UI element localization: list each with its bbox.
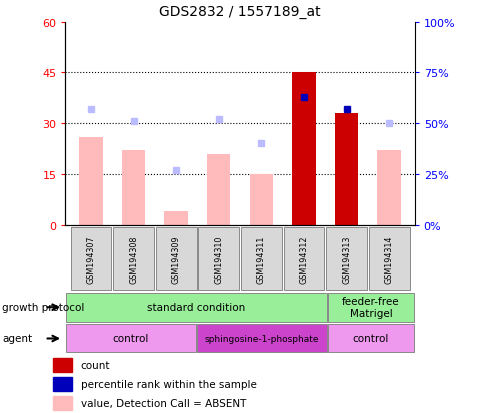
Bar: [121, 151, 145, 225]
Text: GSM194308: GSM194308: [129, 235, 138, 283]
FancyBboxPatch shape: [197, 325, 326, 353]
FancyBboxPatch shape: [71, 228, 111, 290]
Text: growth protocol: growth protocol: [2, 302, 85, 313]
Bar: [53, 358, 72, 372]
FancyBboxPatch shape: [113, 228, 154, 290]
Text: standard condition: standard condition: [147, 302, 245, 313]
Title: GDS2832 / 1557189_at: GDS2832 / 1557189_at: [159, 5, 320, 19]
Text: value, Detection Call = ABSENT: value, Detection Call = ABSENT: [80, 399, 245, 408]
FancyBboxPatch shape: [325, 228, 366, 290]
Bar: [334, 114, 358, 225]
Bar: [377, 151, 400, 225]
FancyBboxPatch shape: [327, 325, 413, 353]
FancyBboxPatch shape: [155, 228, 196, 290]
Text: GSM194310: GSM194310: [214, 235, 223, 283]
Text: control: control: [352, 334, 388, 344]
Bar: [79, 138, 103, 225]
FancyBboxPatch shape: [283, 228, 324, 290]
FancyBboxPatch shape: [66, 293, 326, 322]
Bar: [249, 174, 272, 225]
Text: GSM194312: GSM194312: [299, 235, 308, 283]
Text: sphingosine-1-phosphate: sphingosine-1-phosphate: [204, 334, 318, 343]
FancyBboxPatch shape: [327, 293, 413, 322]
Text: GSM194311: GSM194311: [257, 235, 265, 283]
Text: GSM194307: GSM194307: [86, 235, 95, 283]
Bar: [53, 377, 72, 391]
Text: control: control: [112, 334, 149, 344]
Bar: [164, 211, 187, 225]
Bar: [207, 154, 230, 225]
FancyBboxPatch shape: [368, 228, 408, 290]
Bar: [292, 73, 315, 225]
Text: GSM194314: GSM194314: [384, 235, 393, 283]
FancyBboxPatch shape: [198, 228, 239, 290]
Text: GSM194313: GSM194313: [341, 235, 350, 283]
Text: GSM194309: GSM194309: [171, 235, 181, 283]
Text: feeder-free
Matrigel: feeder-free Matrigel: [342, 297, 399, 318]
Bar: [53, 396, 72, 410]
Text: percentile rank within the sample: percentile rank within the sample: [80, 379, 256, 389]
FancyBboxPatch shape: [241, 228, 281, 290]
FancyBboxPatch shape: [66, 325, 196, 353]
Text: agent: agent: [2, 334, 32, 344]
Text: count: count: [80, 360, 110, 370]
